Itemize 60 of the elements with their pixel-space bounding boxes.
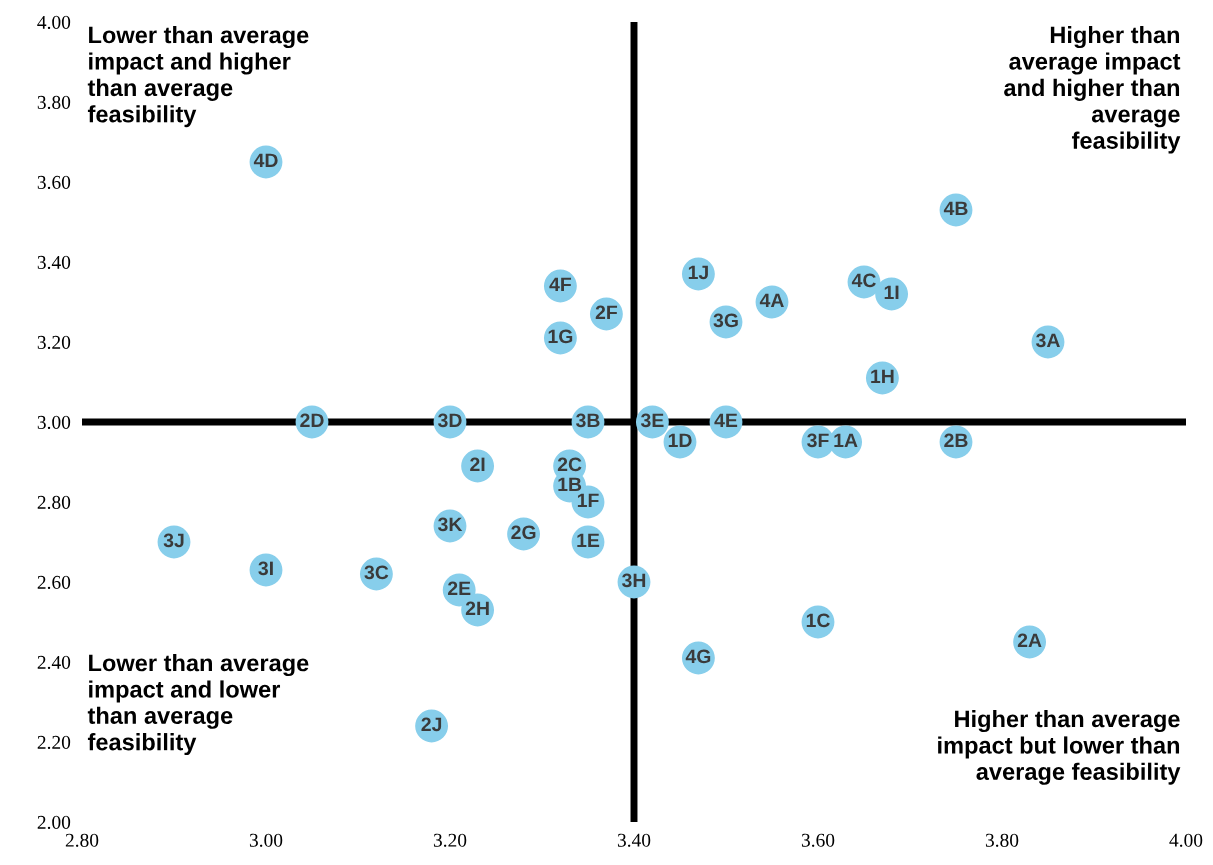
annotation: 3G [713, 313, 738, 328]
annotation: 2D [300, 413, 324, 428]
annotation: 3I [258, 561, 273, 576]
x-tick-label: 2.80 [65, 833, 99, 847]
y-tick-label: 3.00 [37, 415, 71, 430]
annotation: 3E [640, 413, 664, 428]
annotation: 1E [577, 533, 600, 548]
x-tick-label: 4.00 [1169, 833, 1203, 847]
annotation: 1H [871, 369, 894, 384]
y-tick-label: 2.00 [37, 815, 71, 830]
annotation: 4E [714, 413, 738, 428]
annotation: 2H [465, 601, 489, 616]
annotation: 2C [557, 457, 582, 472]
annotation: 3C [364, 565, 389, 580]
annotation: 4C [851, 273, 876, 288]
annotation: 4A [759, 293, 784, 308]
y-tick-label: 2.60 [37, 575, 71, 590]
x-tick-label: 3.00 [249, 833, 283, 847]
x-tick-label: 3.40 [617, 833, 651, 847]
annotation: 3K [438, 517, 463, 532]
x-tick-label: 3.60 [801, 833, 835, 847]
annotation: Higher than average impact but lower than average feasibility [938, 710, 1181, 785]
y-tick-label: 3.60 [37, 175, 71, 190]
annotation: 2G [511, 525, 536, 540]
annotation: 2F [595, 305, 618, 320]
annotation: 1C [806, 613, 830, 628]
annotation: 2E [447, 581, 471, 596]
annotation: 1I [884, 285, 899, 300]
annotation: Higher than average impact and higher than average feasibility [1004, 26, 1181, 154]
annotation: 3J [163, 533, 184, 548]
annotation: 4D [253, 153, 278, 168]
y-tick-label: 3.80 [37, 95, 71, 110]
y-tick-label: 2.80 [37, 495, 71, 510]
annotation: 4G [685, 649, 711, 664]
annotation: 1G [548, 329, 573, 344]
annotation: 1B [558, 477, 582, 492]
x-tick-label: 3.80 [985, 833, 1019, 847]
annotation: 1D [668, 433, 692, 448]
annotation: 2I [470, 457, 485, 472]
y-tick-label: 2.40 [37, 655, 71, 670]
annotation: 3D [438, 413, 462, 428]
annotation: 4F [549, 277, 572, 292]
y-tick-label: 2.20 [37, 735, 71, 750]
annotation: 1J [688, 265, 708, 280]
annotation: 3H [622, 573, 646, 588]
annotation: 3B [576, 413, 600, 428]
x-tick-label: 3.20 [433, 833, 467, 847]
annotation: 3A [1036, 333, 1060, 348]
annotation: 1A [834, 433, 858, 448]
y-tick-label: 3.40 [37, 255, 71, 270]
y-tick-label: 4.00 [37, 15, 71, 30]
annotation: 1F [577, 493, 599, 508]
annotation: Lower than average impact and lower than average feasibility [87, 654, 309, 756]
annotation: Lower than average impact and higher than average feasibility [87, 26, 309, 128]
annotation: 2A [1017, 633, 1042, 648]
annotation: 2B [944, 433, 968, 448]
y-tick-label: 3.20 [37, 335, 71, 350]
annotation: 2J [421, 717, 442, 732]
annotation: 4B [943, 201, 968, 216]
annotation: 3F [807, 433, 829, 448]
